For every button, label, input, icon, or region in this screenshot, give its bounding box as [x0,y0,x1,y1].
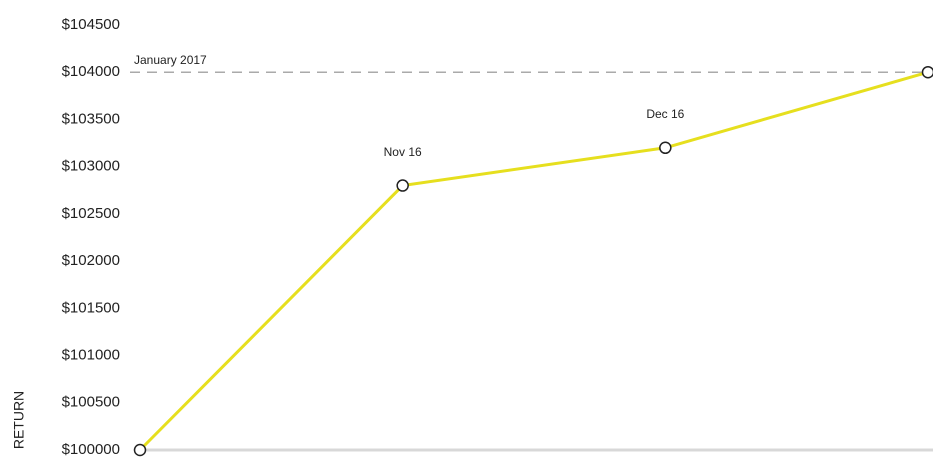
y-axis-label: RETURN [11,391,27,449]
point-label: January 2017 [134,53,207,68]
point [133,443,147,457]
y-tick-label: $102000 [62,252,120,269]
line [138,70,929,452]
y-tick-label: $101000 [62,347,120,364]
point-label: Dec 16 [646,106,685,121]
point-label: Nov 16 [383,144,422,159]
y-tick-label: $100500 [62,394,120,411]
y-tick-label: $102500 [62,205,120,222]
point [659,141,672,155]
y-tick-label: $101500 [62,299,120,316]
y-tick-label: $104500 [62,16,120,33]
point [396,179,409,192]
y-tick-label: $100000 [62,441,120,458]
y-tick-label: $103500 [62,110,120,127]
point [921,65,933,79]
y-tick-label: $103000 [62,158,120,175]
y-tick-label: $104000 [62,63,120,80]
